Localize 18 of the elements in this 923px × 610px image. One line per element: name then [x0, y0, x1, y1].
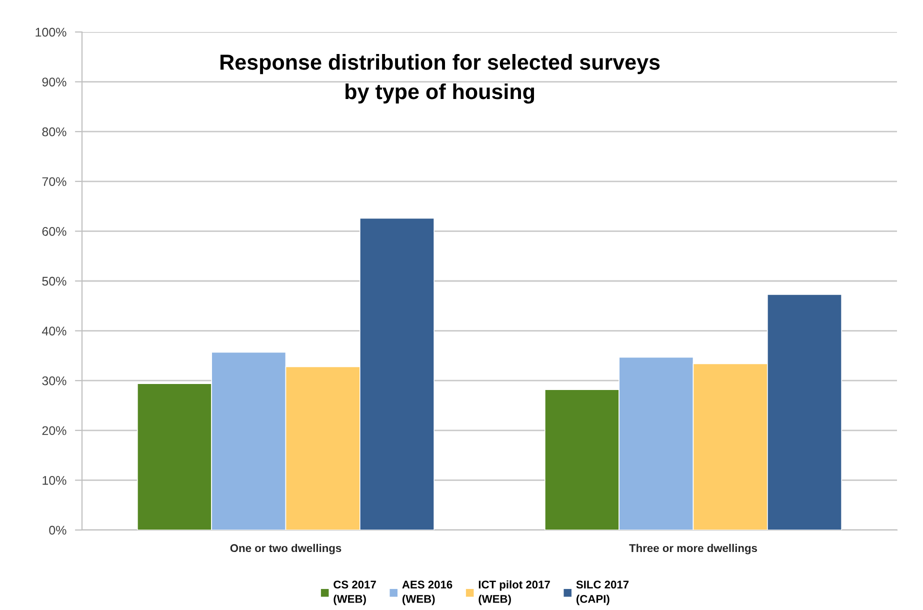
y-tick-label: 50%: [42, 276, 66, 286]
y-tick-label: 60%: [42, 227, 66, 236]
y-tick-label: 90%: [42, 78, 66, 86]
legend-label: SILC 2017 (CAPI): [576, 580, 629, 606]
legend-label: ICT pilot 2017 (WEB): [478, 580, 550, 606]
legend-label: AES 2016 (WEB): [402, 580, 452, 606]
y-tick-label: 80%: [42, 127, 66, 136]
x-tick-label: Three or more dwellings: [629, 544, 758, 554]
y-tick-label: 20%: [42, 426, 66, 436]
y-tick-label: 40%: [42, 326, 66, 336]
y-tick-label: 70%: [42, 177, 66, 186]
x-tick-label: One or two dwellings: [230, 544, 342, 554]
text: Response distribution for selected surveys by type of housing: [220, 54, 660, 104]
y-tick-label: 10%: [42, 476, 66, 485]
legend-label: CS 2017 (WEB): [334, 580, 376, 606]
y-tick-label: 30%: [42, 376, 66, 386]
y-tick-label: 100%: [36, 28, 66, 37]
y-tick-label: 0%: [49, 526, 66, 535]
